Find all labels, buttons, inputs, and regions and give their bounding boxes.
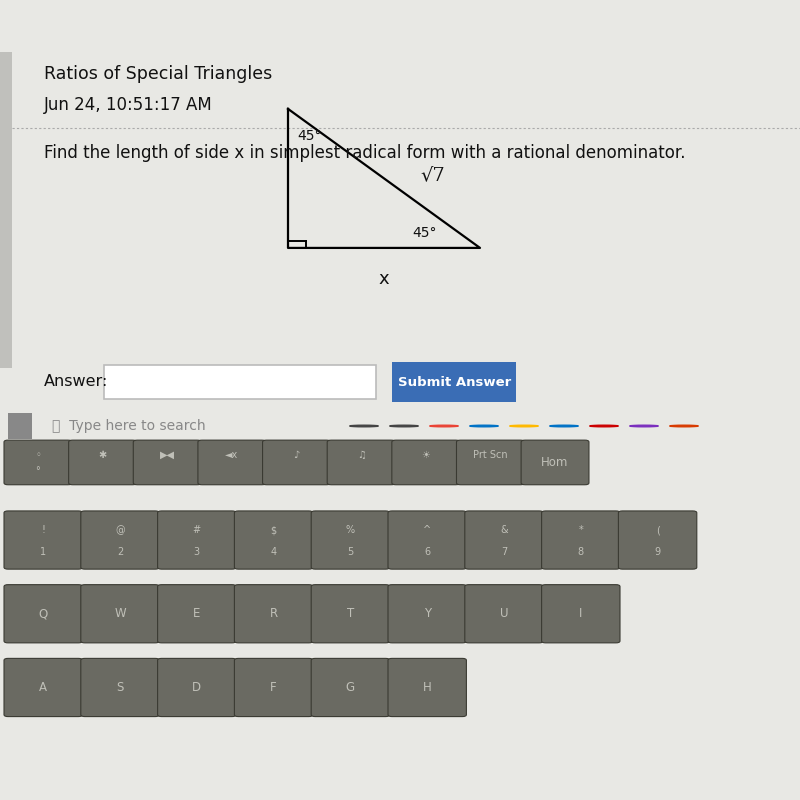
Text: ♪: ♪: [294, 450, 300, 460]
Text: ^: ^: [423, 526, 431, 535]
FancyBboxPatch shape: [262, 440, 330, 485]
Text: Find the length of side x in simplest radical form with a rational denominator.: Find the length of side x in simplest ra…: [44, 144, 686, 162]
FancyBboxPatch shape: [198, 440, 266, 485]
Text: F: F: [270, 681, 277, 694]
Text: °: °: [35, 466, 40, 477]
FancyBboxPatch shape: [158, 585, 236, 643]
Text: Ratios of Special Triangles: Ratios of Special Triangles: [44, 65, 272, 82]
Text: A: A: [39, 681, 47, 694]
Text: 5: 5: [347, 547, 354, 557]
Text: %: %: [346, 526, 355, 535]
FancyBboxPatch shape: [521, 440, 589, 485]
FancyBboxPatch shape: [457, 440, 524, 485]
Text: 2: 2: [117, 547, 123, 557]
Text: S: S: [116, 681, 124, 694]
Text: 6: 6: [424, 547, 430, 557]
Text: ♫: ♫: [357, 450, 366, 460]
FancyBboxPatch shape: [542, 585, 620, 643]
Text: ▶◀: ▶◀: [160, 450, 174, 460]
FancyBboxPatch shape: [234, 511, 313, 569]
Text: Hom: Hom: [542, 456, 569, 469]
Text: Submit Answer: Submit Answer: [398, 375, 511, 389]
Bar: [0, 52, 12, 368]
Text: x: x: [378, 270, 390, 288]
FancyBboxPatch shape: [388, 585, 466, 643]
Text: &: &: [500, 526, 508, 535]
FancyBboxPatch shape: [465, 585, 543, 643]
FancyBboxPatch shape: [465, 511, 543, 569]
Text: Jun 24, 10:51:17 AM: Jun 24, 10:51:17 AM: [44, 96, 213, 114]
Text: (: (: [656, 526, 659, 535]
Text: R: R: [270, 607, 278, 620]
FancyBboxPatch shape: [104, 366, 376, 398]
Text: 7: 7: [501, 547, 507, 557]
FancyBboxPatch shape: [234, 658, 313, 717]
FancyBboxPatch shape: [392, 440, 460, 485]
Text: Y: Y: [424, 607, 430, 620]
Text: 45°: 45°: [298, 130, 322, 143]
FancyBboxPatch shape: [158, 511, 236, 569]
Text: 45°: 45°: [412, 226, 437, 240]
FancyBboxPatch shape: [311, 511, 390, 569]
Text: #: #: [193, 526, 201, 535]
Text: W: W: [114, 607, 126, 620]
Text: G: G: [346, 681, 355, 694]
Text: 8: 8: [578, 547, 584, 557]
Text: ⌕  Type here to search: ⌕ Type here to search: [52, 419, 206, 433]
Text: D: D: [192, 681, 202, 694]
Text: ◦: ◦: [35, 450, 41, 460]
Text: 4: 4: [270, 547, 277, 557]
FancyBboxPatch shape: [81, 511, 159, 569]
Text: I: I: [579, 607, 582, 620]
FancyBboxPatch shape: [134, 440, 201, 485]
FancyBboxPatch shape: [234, 585, 313, 643]
Text: Q: Q: [38, 607, 48, 620]
FancyBboxPatch shape: [327, 440, 395, 485]
Text: E: E: [193, 607, 201, 620]
Text: !: !: [42, 526, 45, 535]
Text: 1: 1: [40, 547, 46, 557]
FancyBboxPatch shape: [158, 658, 236, 717]
Text: $: $: [270, 526, 277, 535]
Text: 3: 3: [194, 547, 200, 557]
Text: T: T: [346, 607, 354, 620]
Text: 9: 9: [654, 547, 661, 557]
Text: √7: √7: [420, 166, 445, 184]
FancyBboxPatch shape: [4, 585, 82, 643]
Text: @: @: [115, 526, 125, 535]
FancyBboxPatch shape: [69, 440, 137, 485]
Text: U: U: [500, 607, 508, 620]
FancyBboxPatch shape: [388, 511, 466, 569]
FancyBboxPatch shape: [81, 658, 159, 717]
FancyBboxPatch shape: [311, 585, 390, 643]
Bar: [8, 413, 32, 439]
Text: Prt Scn: Prt Scn: [473, 450, 508, 460]
FancyBboxPatch shape: [618, 511, 697, 569]
Text: Answer:: Answer:: [44, 374, 108, 390]
FancyBboxPatch shape: [392, 362, 516, 402]
FancyBboxPatch shape: [311, 658, 390, 717]
Text: *: *: [578, 526, 583, 535]
Text: H: H: [423, 681, 431, 694]
Text: ◄x: ◄x: [226, 450, 238, 460]
Text: ☀: ☀: [422, 450, 430, 460]
FancyBboxPatch shape: [4, 658, 82, 717]
Text: ✱: ✱: [98, 450, 106, 460]
FancyBboxPatch shape: [4, 440, 72, 485]
FancyBboxPatch shape: [542, 511, 620, 569]
FancyBboxPatch shape: [4, 511, 82, 569]
FancyBboxPatch shape: [388, 658, 466, 717]
FancyBboxPatch shape: [81, 585, 159, 643]
